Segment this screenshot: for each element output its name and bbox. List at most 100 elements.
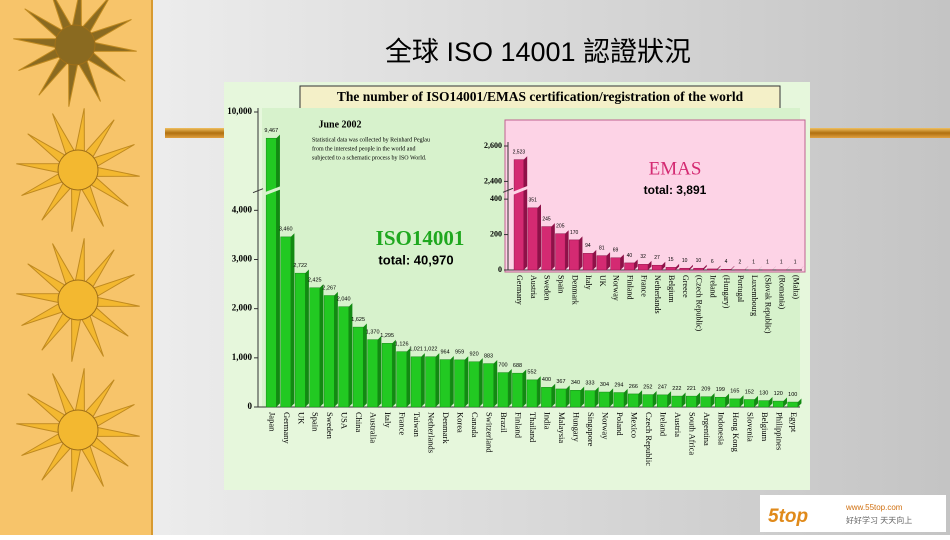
sun-core bbox=[58, 410, 98, 450]
x-tick-label: Belgium bbox=[760, 412, 770, 442]
bar-side bbox=[320, 284, 324, 407]
slide-title: 全球 ISO 14001 認證狀況 bbox=[385, 37, 691, 67]
bar bbox=[666, 267, 676, 270]
x-tick-label: Sweden bbox=[325, 412, 335, 440]
value-label: 1 bbox=[752, 260, 755, 266]
value-label: 81 bbox=[599, 246, 605, 252]
x-tick-label: Germany bbox=[515, 275, 524, 305]
bar-side bbox=[421, 353, 425, 407]
x-tick-label: Taiwan bbox=[412, 412, 422, 438]
bar bbox=[556, 389, 566, 407]
bar bbox=[454, 360, 464, 407]
bar bbox=[368, 340, 378, 407]
bar bbox=[652, 265, 662, 270]
bar bbox=[715, 397, 725, 407]
bar bbox=[569, 240, 579, 270]
x-tick-label: Thailand bbox=[528, 412, 538, 443]
bar bbox=[542, 227, 552, 270]
bar-side bbox=[334, 292, 338, 407]
value-label: 367 bbox=[556, 379, 565, 385]
value-label: 266 bbox=[629, 384, 638, 390]
bar-side bbox=[276, 135, 280, 407]
value-label: 94 bbox=[585, 243, 591, 249]
y-tick-label: 2,000 bbox=[232, 303, 253, 313]
value-label: 883 bbox=[484, 353, 493, 359]
value-label: 688 bbox=[513, 363, 522, 369]
bar bbox=[707, 269, 717, 270]
bar bbox=[686, 396, 696, 407]
x-tick-label: Poland bbox=[615, 412, 625, 436]
x-tick-label: (Malta) bbox=[791, 275, 800, 299]
bar-side bbox=[378, 336, 382, 407]
value-label: 351 bbox=[529, 198, 538, 204]
bar bbox=[397, 352, 407, 407]
logo-slogan: 好好学习 天天向上 bbox=[846, 515, 912, 525]
note-line: Statistical data was collected by Reinha… bbox=[312, 137, 430, 143]
x-tick-label: Canada bbox=[470, 412, 480, 438]
bar bbox=[599, 392, 609, 407]
bar-side bbox=[566, 385, 570, 407]
y-tick-label: 4,000 bbox=[232, 204, 253, 214]
bar-side bbox=[305, 270, 309, 407]
bar bbox=[701, 397, 711, 407]
y-tick-label: 2,600 bbox=[484, 141, 502, 150]
x-tick-label: Denmark bbox=[441, 412, 451, 444]
bar bbox=[281, 237, 291, 407]
y-tick-label: 400 bbox=[490, 194, 502, 203]
value-label: 130 bbox=[759, 390, 768, 396]
value-label: 1 bbox=[794, 260, 797, 266]
value-label: 1 bbox=[766, 260, 769, 266]
bar-side bbox=[552, 384, 556, 407]
y-tick-label: 200 bbox=[490, 229, 502, 238]
value-label: 221 bbox=[687, 386, 696, 392]
x-tick-label: Czech Republic bbox=[644, 412, 654, 466]
bar-side bbox=[450, 356, 454, 407]
x-tick-label: Hong Kong bbox=[731, 412, 741, 453]
x-tick-label: Denmark bbox=[570, 275, 579, 305]
bar-side bbox=[363, 323, 367, 407]
value-label: 304 bbox=[600, 382, 609, 388]
value-label: 2,040 bbox=[337, 297, 351, 303]
bar-side bbox=[565, 230, 568, 270]
bar bbox=[672, 396, 682, 407]
value-label: 2,722 bbox=[293, 263, 307, 269]
bar-side bbox=[538, 204, 541, 270]
note-line: from the interested people in the world … bbox=[312, 145, 415, 152]
value-label: 2,523 bbox=[513, 150, 526, 156]
value-label: 199 bbox=[716, 387, 725, 393]
value-label: 165 bbox=[730, 389, 739, 395]
x-tick-label: France bbox=[639, 275, 648, 297]
value-label: 40 bbox=[627, 253, 633, 259]
y-tick-label: 2,400 bbox=[484, 176, 502, 185]
value-label: 340 bbox=[571, 380, 580, 386]
x-tick-label: Mexico bbox=[629, 412, 639, 438]
value-label: 252 bbox=[643, 384, 652, 390]
x-tick-label: Switzerland bbox=[485, 412, 495, 453]
x-tick-label: Indonesia bbox=[716, 412, 726, 445]
x-tick-label: Italy bbox=[383, 412, 393, 428]
x-tick-label: Belgium bbox=[667, 275, 676, 303]
x-tick-label: Argentina bbox=[702, 412, 712, 446]
bar bbox=[583, 253, 593, 270]
value-label: 247 bbox=[658, 385, 667, 391]
x-tick-label: Spain bbox=[311, 412, 321, 432]
value-label: 205 bbox=[556, 224, 565, 230]
total-emas: total: 3,891 bbox=[644, 183, 707, 197]
x-tick-label: Malaysia bbox=[557, 412, 567, 443]
bar bbox=[570, 390, 580, 407]
bar bbox=[614, 393, 624, 407]
bar bbox=[310, 288, 320, 407]
x-tick-label: USA bbox=[340, 412, 350, 430]
value-label: 920 bbox=[469, 352, 478, 358]
total-iso: total: 40,970 bbox=[378, 252, 453, 267]
bar bbox=[440, 360, 450, 407]
x-tick-label: Portugal bbox=[736, 275, 745, 303]
bar bbox=[680, 268, 690, 270]
bar bbox=[597, 256, 607, 270]
y-tick-label: 0 bbox=[248, 401, 253, 411]
x-tick-label: (Romania) bbox=[777, 275, 786, 310]
bar-side bbox=[407, 348, 411, 407]
bar-side bbox=[523, 370, 527, 407]
bar bbox=[773, 401, 783, 407]
bar bbox=[483, 364, 493, 407]
